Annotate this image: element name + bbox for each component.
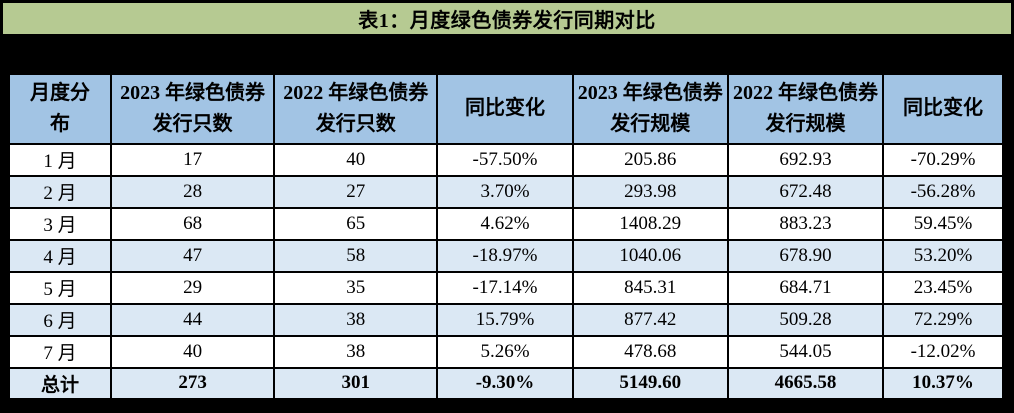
table-cell: 59.45% [882, 206, 1005, 241]
column-header: 2023 年绿色债券发行规模 [571, 72, 729, 145]
table-cell: 35 [273, 270, 439, 305]
table-cell: -12.02% [882, 334, 1005, 369]
column-header: 同比变化 [436, 72, 574, 145]
table-cell: 28 [109, 174, 276, 209]
table-cell: 678.90 [726, 238, 885, 273]
table-cell: 23.45% [882, 270, 1005, 305]
table-header: 月度分布 2023 年绿色债券发行只数 2022 年绿色债券发行只数 同比变化 2023… [7, 72, 1005, 145]
table-cell: 4 月 [7, 238, 112, 273]
table-cell: -56.28% [882, 174, 1005, 209]
table-cell: 4.62% [436, 206, 574, 241]
table-cell: -57.50% [436, 142, 574, 177]
table-cell: 65 [273, 206, 439, 241]
table-cell: 7 月 [7, 334, 112, 369]
column-header: 同比变化 [882, 72, 1005, 145]
column-header: 2023 年绿色债券发行只数 [109, 72, 276, 145]
table-cell: 692.93 [726, 142, 885, 177]
table-cell: 544.05 [726, 334, 885, 369]
table-cell: 2 月 [7, 174, 112, 209]
table-cell: 509.28 [726, 302, 885, 337]
table-cell: 478.68 [571, 334, 729, 369]
table-cell: 5 月 [7, 270, 112, 305]
table-cell: 总计 [7, 366, 112, 401]
table-cell: 3.70% [436, 174, 574, 209]
table-cell: 205.86 [571, 142, 729, 177]
table-cell: 17 [109, 142, 276, 177]
table-body: 1 月 17 40 -57.50% 205.86 692.93 -70.29% 2 月 28 27… [7, 142, 1005, 401]
table-cell: 877.42 [571, 302, 729, 337]
table-cell: 29 [109, 270, 276, 305]
table-cell: 40 [273, 142, 439, 177]
table-cell: -17.14% [436, 270, 574, 305]
table-cell: 6 月 [7, 302, 112, 337]
table-cell: 845.31 [571, 270, 729, 305]
table-cell: 684.71 [726, 270, 885, 305]
table-row: 4 月 47 58 -18.97% 1040.06 678.90 53.20% [7, 238, 1005, 273]
table-cell: 10.37% [882, 366, 1005, 401]
table-cell: -9.30% [436, 366, 574, 401]
table-cell: 68 [109, 206, 276, 241]
table-cell: 72.29% [882, 302, 1005, 337]
table-cell: -18.97% [436, 238, 574, 273]
table-row: 6 月 44 38 15.79% 877.42 509.28 72.29% [7, 302, 1005, 337]
table-cell: 38 [273, 302, 439, 337]
table-cell: 301 [273, 366, 439, 401]
table-cell: 1040.06 [571, 238, 729, 273]
table-row: 5 月 29 35 -17.14% 845.31 684.71 23.45% [7, 270, 1005, 305]
table-cell: 15.79% [436, 302, 574, 337]
table-cell: 27 [273, 174, 439, 209]
header-row: 月度分布 2023 年绿色债券发行只数 2022 年绿色债券发行只数 同比变化 2023… [7, 72, 1005, 145]
table-cell: 38 [273, 334, 439, 369]
table-cell: 883.23 [726, 206, 885, 241]
column-header: 2022 年绿色债券发行只数 [273, 72, 439, 145]
table-cell: 1 月 [7, 142, 112, 177]
column-header: 月度分布 [7, 72, 112, 145]
table-cell: 293.98 [571, 174, 729, 209]
table-cell: 58 [273, 238, 439, 273]
table-row: 1 月 17 40 -57.50% 205.86 692.93 -70.29% [7, 142, 1005, 177]
table-cell: 47 [109, 238, 276, 273]
table-cell: -70.29% [882, 142, 1005, 177]
table-cell: 4665.58 [726, 366, 885, 401]
table-cell: 5149.60 [571, 366, 729, 401]
table-cell: 273 [109, 366, 276, 401]
table-cell: 44 [109, 302, 276, 337]
table-row: 7 月 40 38 5.26% 478.68 544.05 -12.02% [7, 334, 1005, 369]
table-title: 表1：月度绿色债券发行同期对比 [3, 3, 1011, 34]
table-row: 2 月 28 27 3.70% 293.98 672.48 -56.28% [7, 174, 1005, 209]
table-cell: 53.20% [882, 238, 1005, 273]
table-cell: 672.48 [726, 174, 885, 209]
table-cell: 5.26% [436, 334, 574, 369]
green-bond-comparison-table: 月度分布 2023 年绿色债券发行只数 2022 年绿色债券发行只数 同比变化 2023… [7, 72, 1005, 401]
total-row: 总计 273 301 -9.30% 5149.60 4665.58 10.37% [7, 366, 1005, 401]
table-cell: 40 [109, 334, 276, 369]
table-row: 3 月 68 65 4.62% 1408.29 883.23 59.45% [7, 206, 1005, 241]
table-cell: 3 月 [7, 206, 112, 241]
column-header: 2022 年绿色债券发行规模 [726, 72, 885, 145]
table-cell: 1408.29 [571, 206, 729, 241]
